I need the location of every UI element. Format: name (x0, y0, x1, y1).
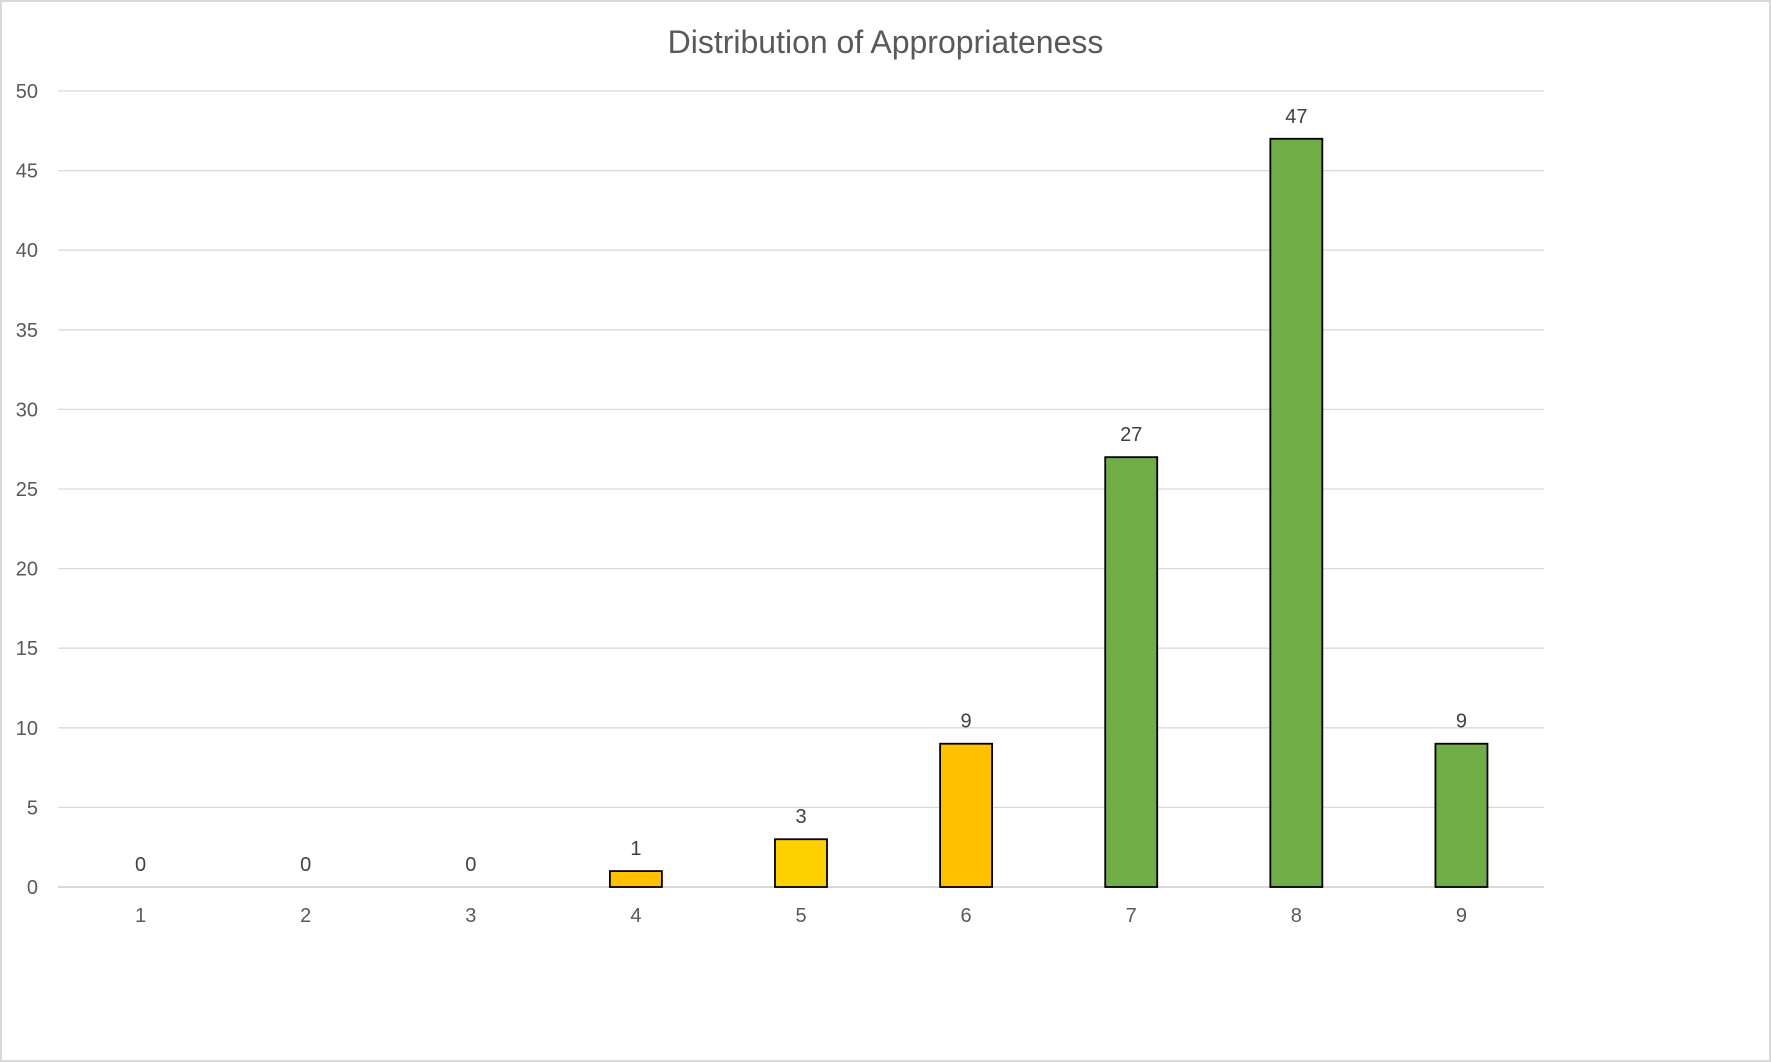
y-tick-label: 25 (16, 479, 38, 501)
y-tick-label: 30 (16, 399, 38, 421)
data-label-8: 47 (1285, 106, 1307, 128)
y-tick-label: 45 (16, 161, 38, 183)
bar-4 (608, 870, 663, 888)
x-tick-label: 3 (465, 905, 476, 927)
x-tick-label: 9 (1456, 905, 1467, 927)
x-tick-label: 1 (135, 905, 146, 927)
data-label-1: 0 (135, 854, 146, 876)
x-tick-label: 2 (300, 905, 311, 927)
data-label-6: 9 (961, 711, 972, 733)
bar-5 (774, 838, 828, 888)
y-tick-label: 0 (27, 877, 38, 899)
data-label-2: 0 (300, 854, 311, 876)
bar-7 (1104, 456, 1159, 888)
bar-6 (939, 742, 994, 888)
x-tick-label: 7 (1126, 905, 1137, 927)
data-label-4: 1 (630, 838, 641, 860)
bar-9 (1434, 742, 1489, 888)
y-tick-label: 10 (16, 718, 38, 740)
data-labels: 0 0 0 1 3 9 27 47 9 (135, 106, 1467, 876)
x-tick-label: 6 (961, 905, 972, 927)
y-tick-label: 5 (27, 797, 38, 819)
data-label-5: 3 (795, 806, 806, 828)
y-tick-label: 20 (16, 559, 38, 581)
chart-title: Distribution of Appropriateness (667, 24, 1104, 60)
y-tick-label: 40 (16, 240, 38, 262)
y-tick-label: 50 (16, 81, 38, 103)
data-label-7: 27 (1120, 424, 1142, 446)
x-axis-ticks: 1 2 3 4 5 6 7 8 9 (135, 905, 1467, 927)
x-tick-label: 5 (795, 905, 806, 927)
data-label-3: 0 (465, 854, 476, 876)
x-tick-label: 4 (630, 905, 641, 927)
data-label-9: 9 (1456, 711, 1467, 733)
y-tick-label: 15 (16, 638, 38, 660)
y-axis-ticks: 0 5 10 15 20 25 30 35 40 45 50 (16, 81, 38, 899)
bar-8 (1269, 137, 1324, 888)
y-tick-label: 35 (16, 320, 38, 342)
bars (608, 137, 1489, 888)
x-tick-label: 8 (1291, 905, 1302, 927)
